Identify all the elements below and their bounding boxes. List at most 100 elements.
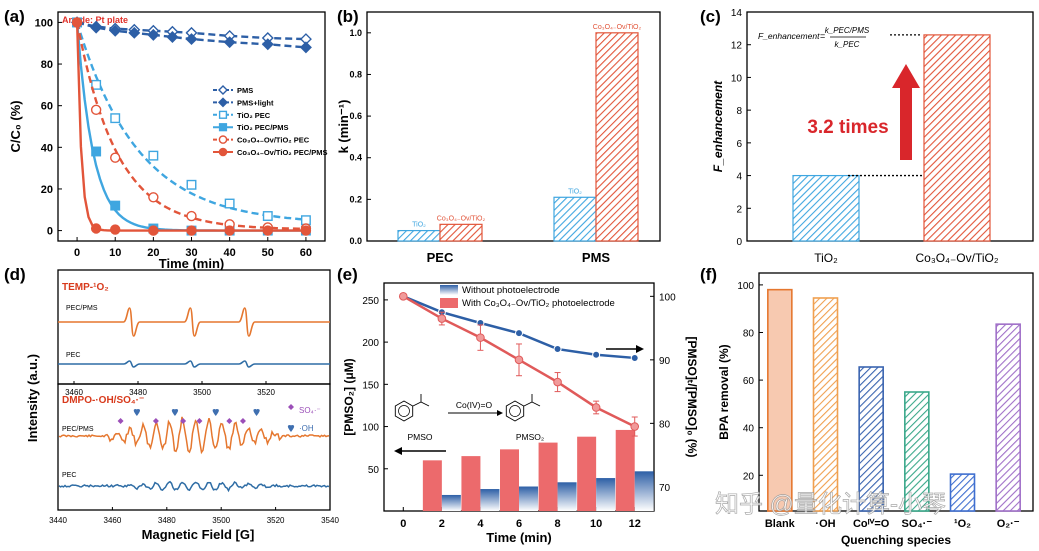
y-tick-label-a: 20 [41,184,53,196]
legend-marker-a [218,147,228,157]
y-tick-label-b: 0.0 [349,236,362,246]
formula-equals: = [820,31,825,41]
x-tick-label-d-bottom: 3540 [321,516,339,525]
reaction-arrowhead [497,410,503,416]
legend-marker-a [218,85,228,95]
bar-label-b: Co₃O₄₋Ov/TiO₂ [593,24,642,31]
bar-with-photoelectrode [422,460,442,511]
x-category-label-f: SO₄·⁻ [902,518,933,530]
esr-trace-top-pecpms [58,307,330,337]
bar-with-photoelectrode [538,442,558,511]
reaction-from-label: PMSO [407,432,432,442]
x-tick-label-a: 60 [300,247,312,259]
esr-trace-bottom-pec [58,480,330,493]
panel-f: (f) 20 40 60 80 100 BPA removal (%) Quenching s… [700,265,1034,547]
formula-numerator: k_PEC/PMS [825,26,870,35]
legend-marker-a [218,110,228,119]
left-axis-arrowhead [394,447,402,455]
data-point-a-1 [128,26,141,39]
y-tick-label-c: 6 [736,139,742,150]
bar-without-photoelectrode [441,494,461,511]
data-point-a-5 [71,17,83,28]
y-tick-label-b: 0.6 [349,111,362,121]
trace-label-top-pec: PEC [66,352,80,359]
bar-label-b: TiO₂ [412,222,426,229]
legend-label-with: With Co₃O₄₋Ov/TiO₂ photoelectrode [462,298,615,309]
x-tick-label-a: 50 [262,247,274,259]
panel-label-c: (c) [700,7,721,26]
data-point-a-2 [262,211,273,221]
y-tick-label-f: 60 [743,376,755,387]
enhancement-arrow [892,64,920,160]
x-tick-label-d-top: 3520 [257,388,275,397]
data-point-a-5 [110,224,121,235]
bar-without-photoelectrode [557,482,577,511]
x-tick-label-d-top: 3500 [193,388,211,397]
bar-f [949,473,976,512]
bar-b [595,32,639,242]
so4-peak-marker [196,418,203,424]
legend-label-a: PMS+light [237,98,274,107]
y-tick-label-left-e: 200 [362,338,379,349]
legend-label-a: TiO₂ PEC/PMS [237,123,289,132]
x-tick-label-d-bottom: 3440 [49,516,67,525]
y-tick-label-c: 8 [736,106,742,117]
panel-e: (e) 0 2 4 6 8 10 12 50 100 150 200 250 70 80 90 100 Time … [337,265,699,545]
data-point-a-5 [90,223,102,234]
y-tick-label-left-e: 150 [362,380,379,391]
subplot-title-d-top: TEMP-¹O₂ [62,282,109,293]
pmso2-structure [505,400,525,422]
x-tick-label-d-bottom: 3500 [212,516,230,525]
legend-label-a: Co₃O₄₋Ov/TiO₂ PEC/PMS [237,148,327,157]
y-tick-label-c: 2 [736,204,742,215]
panel-label-f: (f) [700,265,717,284]
trace-label-bottom-pec: PEC [62,472,76,479]
x-tick-label-d-top: 3460 [65,388,83,397]
x-category-label-b: PMS [582,250,611,265]
bar-label-b: TiO₂ [568,188,582,195]
formula-lhs: F_enhancement [758,31,820,41]
data-point-a-5 [262,225,273,236]
x-tick-label-e: 6 [516,518,522,530]
legend-label-a: TiO₂ PEC [237,111,271,120]
pmso-structure [394,400,414,422]
bar-without-photoelectrode [596,478,616,511]
point-with-photoelectrode [398,292,408,301]
y-tick-label-c: 0 [736,237,742,248]
panel-a: (a) Anode: Pt plate 0 10 20 30 40 50 60 0 20 40 60 80… [4,7,327,271]
y-tick-label-left-e: 250 [362,296,379,307]
y-tick-label-f: 20 [743,471,755,482]
data-point-a-5 [148,225,159,236]
bar-c [792,174,860,242]
legend-label-a: Co₃O₄₋Ov/TiO₂ PEC [237,136,310,145]
data-point-a-1 [261,38,274,51]
y-axis-title-d: Intensity (a.u.) [25,354,40,442]
bar-b [397,229,441,242]
legend-marker-a [218,97,228,108]
panel-label-d: (d) [4,265,26,284]
bar-b [439,223,483,242]
legend-label-without: Without photoelectrode [462,285,560,296]
y-tick-label-f: 100 [737,281,754,292]
plot-frame-d-bottom [57,383,331,511]
y-tick-label-right-e: 90 [659,356,671,367]
data-point-a-2 [300,215,311,226]
so4-peak-marker [239,418,246,424]
y-tick-label-c: 10 [731,73,743,84]
reaction-to-label: PMSO₂ [516,432,544,442]
data-point-a-1 [166,30,179,43]
y-tick-label-c: 12 [731,41,743,52]
y-tick-label-left-e: 50 [368,465,380,476]
x-category-label-f: Blank [765,518,796,530]
enhancement-annotation: 3.2 times [807,117,888,138]
x-tick-label-d-top: 3480 [129,388,147,397]
pmso-structure-ring [398,405,410,417]
point-without-photoelectrode [630,353,639,362]
y-axis-title-f: BPA removal (%) [717,344,731,439]
x-category-label-f: ¹O₂ [954,518,971,530]
x-axis-title-f: Quenching species [841,533,951,547]
bar-with-photoelectrode [577,436,597,511]
anode-annotation: Anode: Pt plate [62,15,128,25]
plot-frame-f [758,272,1034,512]
